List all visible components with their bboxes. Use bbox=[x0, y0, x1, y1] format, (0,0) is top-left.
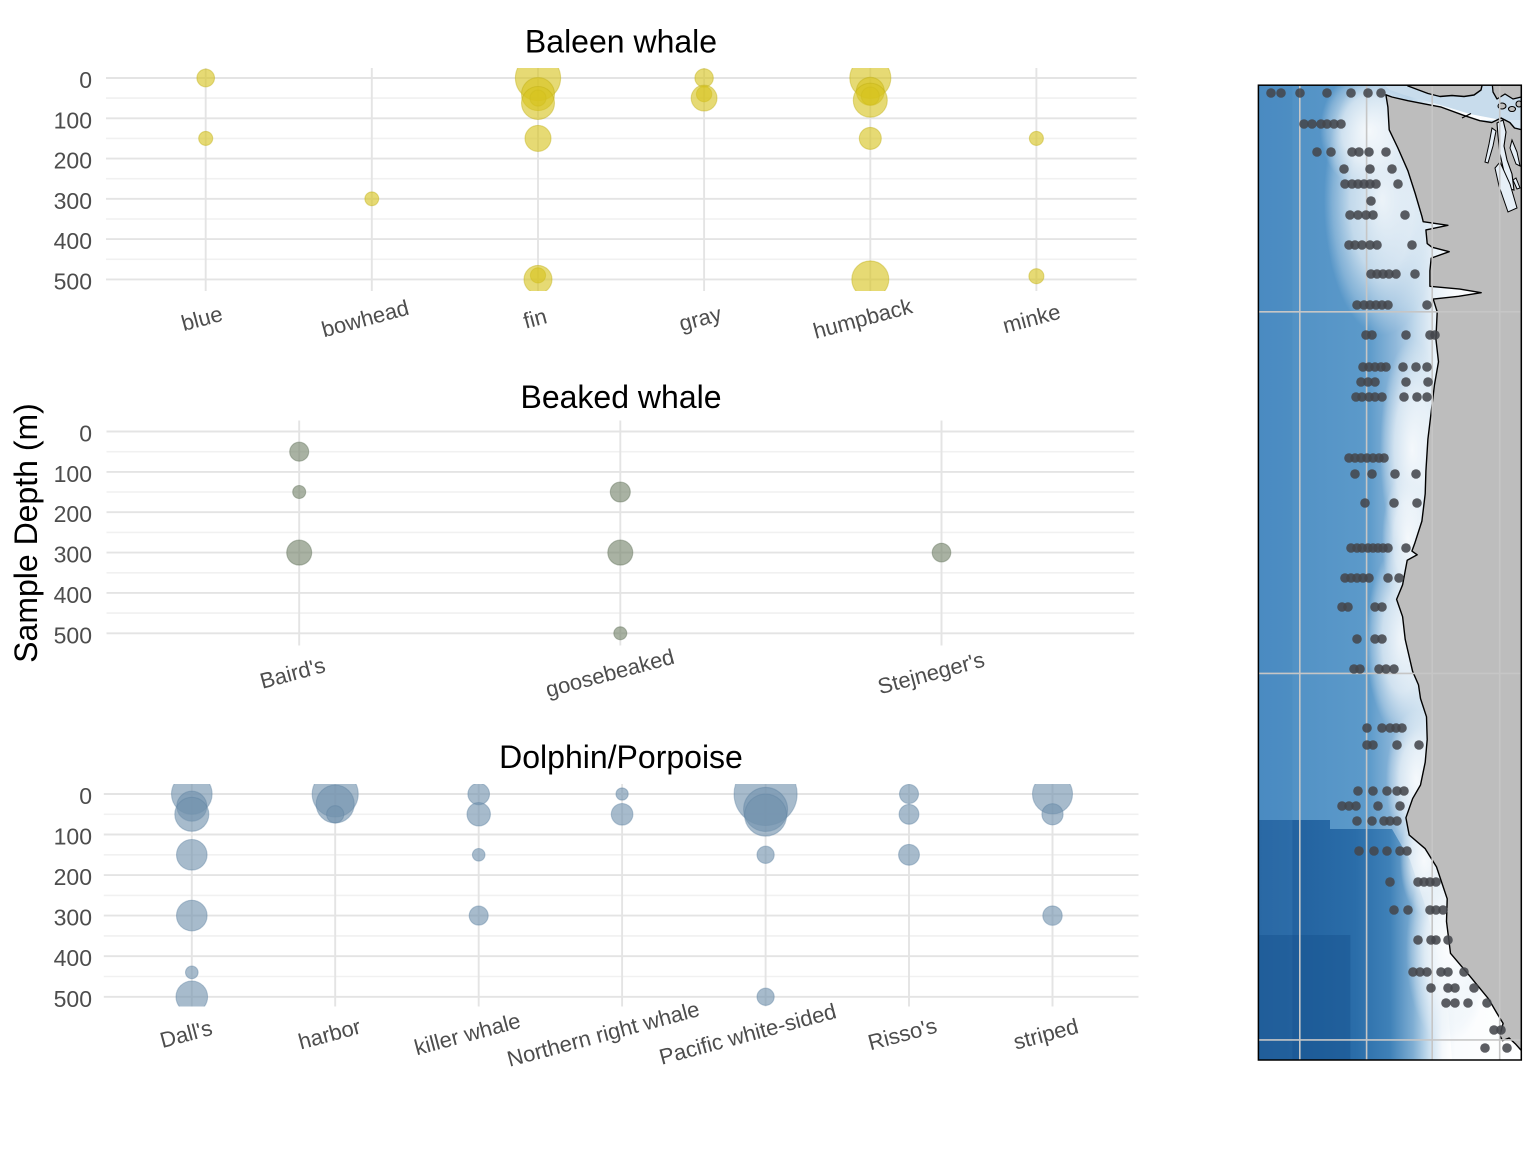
svg-text:Beaked whale: Beaked whale bbox=[520, 379, 721, 415]
svg-text:0: 0 bbox=[79, 783, 92, 809]
svg-text:400: 400 bbox=[54, 945, 92, 971]
svg-text:100: 100 bbox=[54, 461, 92, 487]
svg-text:400: 400 bbox=[54, 582, 92, 608]
svg-text:Sample Depth (m): Sample Depth (m) bbox=[8, 403, 44, 663]
svg-text:0: 0 bbox=[79, 421, 92, 447]
svg-text:500: 500 bbox=[54, 986, 92, 1012]
svg-text:0: 0 bbox=[79, 67, 92, 93]
svg-text:200: 200 bbox=[54, 148, 92, 174]
svg-text:Dolphin/Porpoise: Dolphin/Porpoise bbox=[499, 739, 743, 775]
svg-text:200: 200 bbox=[54, 501, 92, 527]
svg-text:300: 300 bbox=[54, 905, 92, 931]
svg-text:200: 200 bbox=[54, 864, 92, 890]
svg-text:100: 100 bbox=[54, 107, 92, 133]
svg-text:100: 100 bbox=[54, 824, 92, 850]
svg-text:400: 400 bbox=[54, 228, 92, 254]
svg-text:500: 500 bbox=[54, 622, 92, 648]
svg-text:300: 300 bbox=[54, 542, 92, 568]
svg-text:300: 300 bbox=[54, 188, 92, 214]
svg-text:500: 500 bbox=[54, 268, 92, 294]
svg-text:Baleen whale: Baleen whale bbox=[525, 24, 717, 60]
